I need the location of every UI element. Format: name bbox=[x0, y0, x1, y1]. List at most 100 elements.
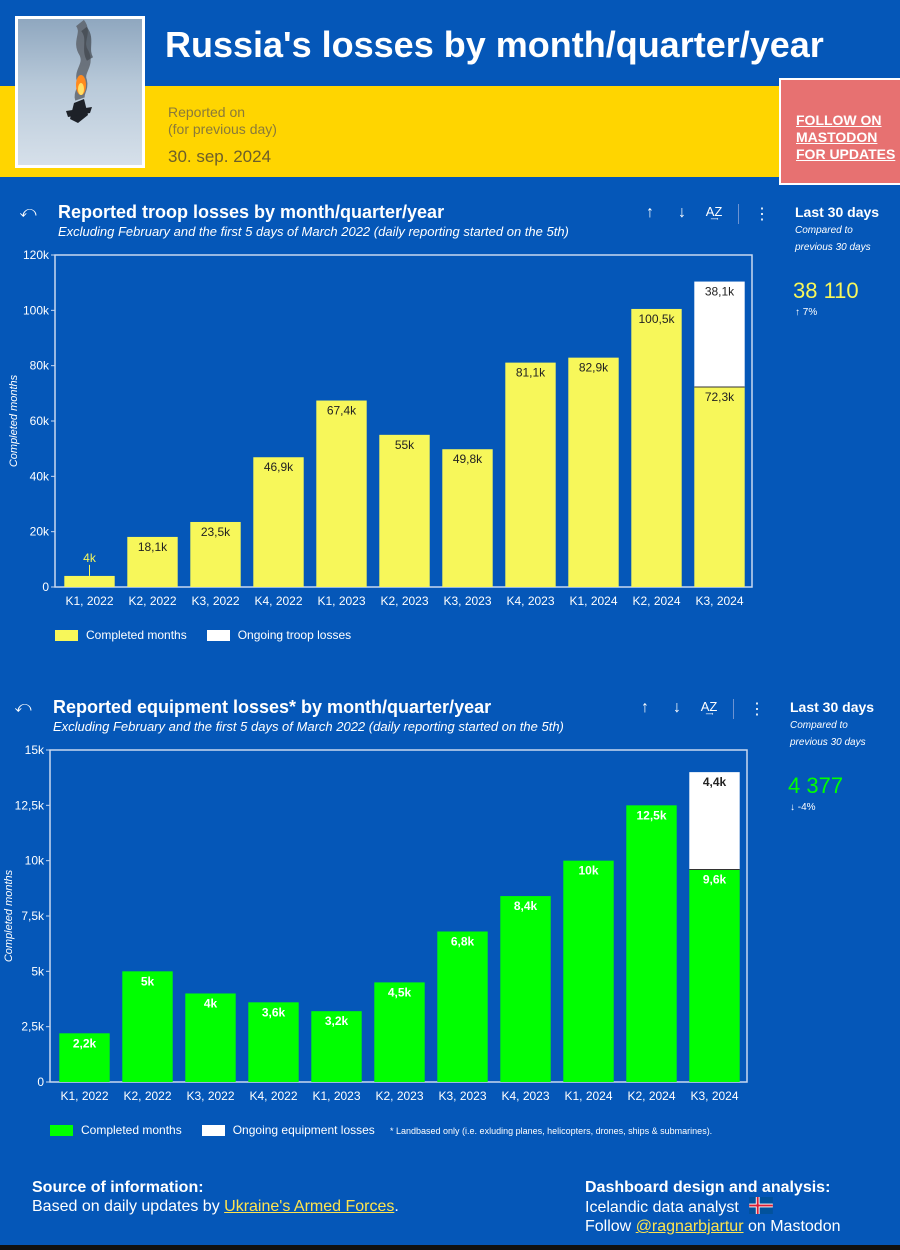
design-text: Icelandic data analyst bbox=[585, 1197, 840, 1217]
reported-date: 30. sep. 2024 bbox=[168, 147, 272, 166]
arrow-up-icon[interactable]: ↑ bbox=[646, 204, 654, 221]
reported-label: Reported on (for previous day) bbox=[168, 104, 277, 137]
x-tick-label: K1, 2024 bbox=[569, 594, 617, 608]
y-tick-label: 2,5k bbox=[21, 1020, 45, 1034]
bar-completed bbox=[689, 869, 740, 1082]
toolbar-divider bbox=[733, 699, 734, 719]
x-tick-label: K3, 2024 bbox=[690, 1089, 738, 1103]
troop-chart-section: ⤺ Reported troop losses by month/quarter… bbox=[0, 190, 900, 660]
y-axis-label: Completed months bbox=[3, 869, 15, 962]
more-vert-icon[interactable]: ⋮ bbox=[749, 701, 765, 718]
x-tick-label: K1, 2022 bbox=[60, 1089, 108, 1103]
data-label: 3,6k bbox=[262, 1005, 286, 1019]
data-label: 38,1k bbox=[705, 285, 735, 299]
arrow-up-icon[interactable]: ↑ bbox=[641, 699, 649, 716]
data-label: 4,5k bbox=[388, 985, 412, 999]
x-tick-label: K3, 2023 bbox=[438, 1089, 486, 1103]
equipment-bar-chart: 0 2,5k 5k 7,5k 10k 12,5k 15k Completed months 2,… bbox=[3, 743, 748, 1103]
arrow-down-icon[interactable]: ↓ bbox=[678, 204, 686, 221]
data-label: 23,5k bbox=[201, 525, 231, 539]
data-label: 72,3k bbox=[705, 390, 735, 404]
bar-ongoing bbox=[689, 772, 740, 870]
data-label: 3,2k bbox=[325, 1014, 349, 1028]
data-label: 8,4k bbox=[514, 899, 538, 913]
troop-bar-chart: 0 20k 40k 60k 80k 100k 120k Completed months 4k K… bbox=[8, 248, 753, 608]
x-tick-label: K3, 2024 bbox=[695, 594, 743, 608]
y-tick-label: 20k bbox=[30, 525, 50, 539]
bar-completed bbox=[568, 357, 619, 587]
aircraft-image bbox=[66, 19, 94, 123]
header-band bbox=[0, 86, 900, 177]
bar-completed bbox=[631, 308, 682, 587]
x-tick-label: K2, 2023 bbox=[380, 594, 428, 608]
data-label: 2,2k bbox=[73, 1036, 97, 1050]
legend-ongoing-label[interactable]: Ongoing equipment losses bbox=[232, 1123, 375, 1137]
follow-button-label[interactable]: FOLLOW ON MASTODON FOR UPDATES bbox=[796, 112, 896, 162]
x-tick-label: K4, 2022 bbox=[249, 1089, 297, 1103]
equipment-side-title: Last 30 days bbox=[790, 699, 875, 715]
arrow-down-icon[interactable]: ↓ bbox=[673, 699, 681, 716]
legend-completed-label[interactable]: Completed months bbox=[81, 1123, 182, 1137]
bar-completed bbox=[442, 449, 493, 587]
x-tick-label: K3, 2022 bbox=[191, 594, 239, 608]
y-tick-label: 60k bbox=[30, 414, 50, 428]
y-tick-label: 15k bbox=[25, 743, 45, 757]
y-tick-label: 7,5k bbox=[21, 909, 45, 923]
header-photo bbox=[15, 16, 145, 168]
troop-legend: Completed months Ongoing troop losses bbox=[55, 628, 351, 642]
source-link[interactable]: Ukraine's Armed Forces bbox=[224, 1198, 395, 1215]
y-tick-label: 0 bbox=[42, 580, 49, 594]
legend-ongoing-label[interactable]: Ongoing troop losses bbox=[237, 628, 352, 642]
bar-completed bbox=[311, 1011, 362, 1082]
equipment-chart-title: Reported equipment losses* by month/quar… bbox=[53, 697, 492, 717]
data-label: 10k bbox=[578, 864, 598, 878]
y-tick-label: 100k bbox=[23, 303, 50, 317]
x-tick-label: K2, 2024 bbox=[632, 594, 680, 608]
x-tick-label: K2, 2024 bbox=[627, 1089, 675, 1103]
bar-completed bbox=[185, 993, 236, 1082]
sort-az-icon[interactable]: A͢Z bbox=[705, 204, 723, 219]
data-label: 81,1k bbox=[516, 366, 546, 380]
reset-icon[interactable]: ⤺ bbox=[19, 204, 37, 221]
equipment-footnote: * Landbased only (i.e. exluding planes, … bbox=[390, 1126, 713, 1136]
more-vert-icon[interactable]: ⋮ bbox=[754, 206, 770, 223]
bar-completed bbox=[59, 1033, 110, 1082]
troop-side-title: Last 30 days bbox=[795, 204, 880, 220]
data-label: 4,4k bbox=[703, 775, 727, 789]
sort-az-icon[interactable]: A͢Z bbox=[700, 699, 718, 714]
legend-swatch-completed bbox=[50, 1124, 73, 1136]
x-tick-label: K1, 2023 bbox=[312, 1089, 360, 1103]
x-tick-label: K1, 2022 bbox=[65, 594, 113, 608]
toolbar-divider bbox=[738, 204, 739, 224]
data-label: 49,8k bbox=[453, 452, 483, 466]
troop-side-value: 38 110 bbox=[793, 278, 859, 303]
source-heading: Source of information: bbox=[32, 1179, 204, 1196]
y-tick-label: 12,5k bbox=[15, 798, 45, 812]
bar-completed bbox=[64, 575, 115, 587]
x-tick-label: K3, 2022 bbox=[186, 1089, 234, 1103]
mastodon-handle-link[interactable]: @ragnarbjartur bbox=[635, 1218, 744, 1235]
bar-completed bbox=[127, 536, 178, 587]
x-tick-label: K1, 2023 bbox=[317, 594, 365, 608]
x-tick-label: K4, 2022 bbox=[254, 594, 302, 608]
equipment-chart-section: ⤺ Reported equipment losses* by month/qu… bbox=[0, 685, 900, 1155]
troop-chart-title: Reported troop losses by month/quarter/y… bbox=[58, 202, 445, 222]
reset-icon[interactable]: ⤺ bbox=[14, 699, 32, 716]
bar-completed bbox=[316, 400, 367, 587]
troop-side-note: Compared to previous 30 days bbox=[795, 225, 871, 253]
data-label: 12,5k bbox=[636, 808, 666, 822]
x-tick-label: K2, 2022 bbox=[123, 1089, 171, 1103]
bar-completed bbox=[253, 457, 304, 587]
follow-mastodon-button[interactable]: FOLLOW ON MASTODON FOR UPDATES bbox=[779, 78, 900, 185]
data-label: 100,5k bbox=[638, 312, 675, 326]
legend-completed-label[interactable]: Completed months bbox=[86, 628, 187, 642]
bar-completed bbox=[500, 896, 551, 1082]
iceland-flag-icon bbox=[749, 1197, 774, 1214]
troop-side-change: ↑ 7% bbox=[795, 307, 818, 318]
y-tick-label: 0 bbox=[37, 1075, 44, 1089]
x-tick-label: K2, 2022 bbox=[128, 594, 176, 608]
data-label: 67,4k bbox=[327, 404, 357, 418]
bar-completed bbox=[626, 805, 677, 1082]
bar-completed bbox=[505, 362, 556, 587]
bar-completed bbox=[190, 521, 241, 587]
